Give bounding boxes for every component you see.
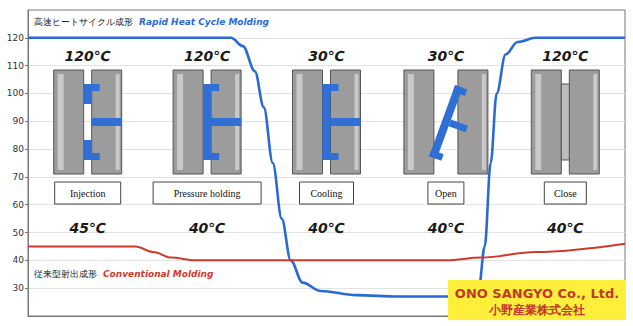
svg-text:従来型射出成形: 従来型射出成形 <box>34 269 97 279</box>
svg-text:40: 40 <box>13 255 25 265</box>
svg-text:100: 100 <box>7 88 24 98</box>
svg-text:40℃: 40℃ <box>427 220 464 236</box>
svg-text:110: 110 <box>7 61 24 71</box>
svg-text:40℃: 40℃ <box>546 220 583 236</box>
svg-text:30℃: 30℃ <box>428 48 464 64</box>
svg-text:Rapid Heat Cycle Molding: Rapid Heat Cycle Molding <box>139 17 270 27</box>
svg-text:120: 120 <box>7 33 24 43</box>
svg-text:45℃: 45℃ <box>68 220 105 236</box>
svg-text:90: 90 <box>13 116 25 126</box>
svg-text:Pressure holding: Pressure holding <box>174 188 241 199</box>
svg-text:120℃: 120℃ <box>542 48 588 64</box>
svg-text:120℃: 120℃ <box>184 48 230 64</box>
svg-text:40℃: 40℃ <box>307 220 344 236</box>
svg-text:Conventional Molding: Conventional Molding <box>103 269 214 279</box>
svg-text:Injection: Injection <box>70 188 106 199</box>
svg-text:40℃: 40℃ <box>188 220 225 236</box>
svg-text:30℃: 30℃ <box>308 48 344 64</box>
svg-text:高速ヒートサイクル成形: 高速ヒートサイクル成形 <box>34 17 133 27</box>
svg-text:Close: Close <box>554 188 577 199</box>
svg-text:50: 50 <box>13 228 25 238</box>
svg-text:70: 70 <box>13 172 25 182</box>
svg-text:ONO SANGYO Co., Ltd.: ONO SANGYO Co., Ltd. <box>455 286 619 301</box>
svg-text:120℃: 120℃ <box>65 48 111 64</box>
svg-text:Cooling: Cooling <box>310 188 342 199</box>
svg-text:60: 60 <box>13 200 25 210</box>
svg-text:小野産業株式会社: 小野産業株式会社 <box>488 303 585 317</box>
svg-text:80: 80 <box>13 144 25 154</box>
svg-text:30: 30 <box>13 283 25 293</box>
svg-text:Open: Open <box>435 188 457 199</box>
